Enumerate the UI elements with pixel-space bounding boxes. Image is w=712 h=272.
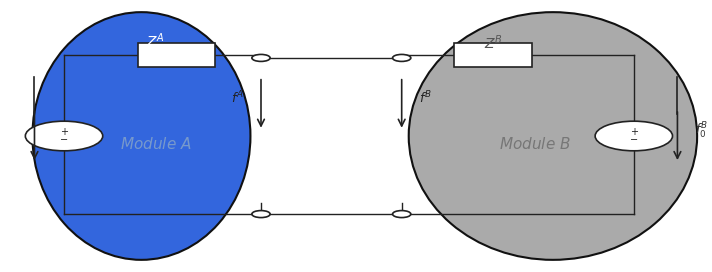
Circle shape	[595, 121, 673, 151]
Circle shape	[252, 211, 270, 218]
Circle shape	[252, 54, 270, 61]
Bar	[454, 43, 532, 67]
Bar	[138, 43, 215, 67]
Ellipse shape	[409, 12, 697, 260]
Circle shape	[392, 211, 411, 218]
Text: +: +	[60, 127, 68, 137]
Text: Module $A$: Module $A$	[120, 136, 192, 152]
Text: $f^B$: $f^B$	[419, 90, 432, 107]
Text: −: −	[629, 135, 638, 145]
Text: $f_0^A$: $f_0^A$	[4, 120, 17, 141]
Text: $Z^A$: $Z^A$	[146, 31, 165, 50]
Ellipse shape	[32, 12, 251, 260]
Text: $f_0^B$: $f_0^B$	[695, 120, 708, 141]
Text: $Z^B$: $Z^B$	[483, 34, 503, 52]
Text: $f^A$: $f^A$	[231, 90, 244, 107]
Circle shape	[26, 121, 103, 151]
Text: −: −	[60, 135, 68, 145]
Text: Module $B$: Module $B$	[499, 136, 571, 152]
Circle shape	[392, 54, 411, 61]
Text: +: +	[630, 127, 638, 137]
